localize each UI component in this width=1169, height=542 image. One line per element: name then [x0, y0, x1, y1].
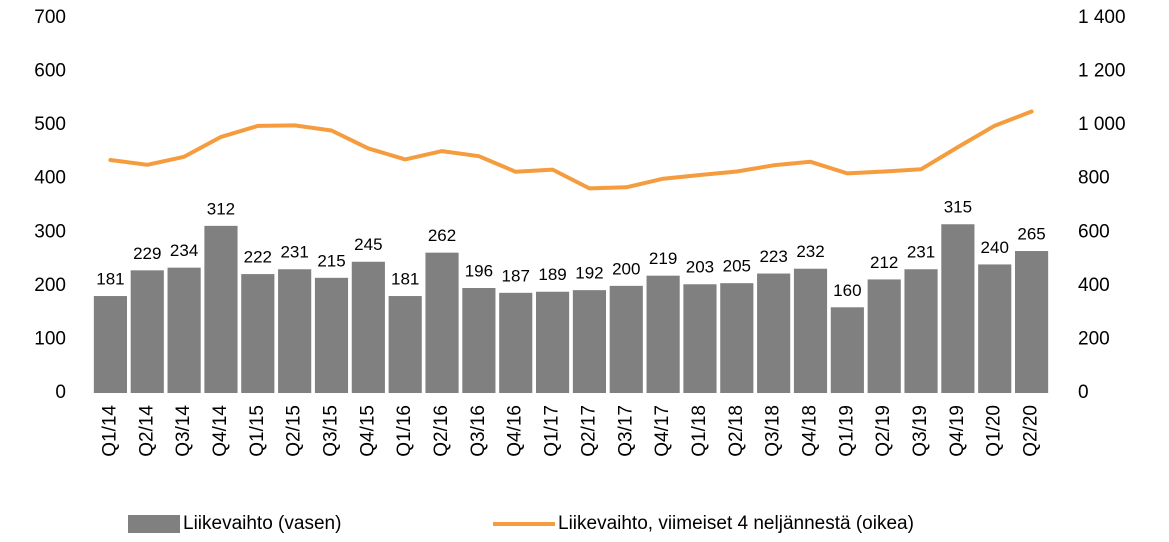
y-tick-label: 200 [34, 275, 66, 296]
x-tick-label: Q4/19 [947, 405, 968, 457]
y-tick-label: 0 [55, 382, 66, 403]
value-label: 205 [723, 257, 751, 276]
bar [93, 296, 128, 393]
x-tick-label: Q4/15 [357, 405, 378, 457]
y2-tick-label: 800 [1078, 168, 1110, 189]
y2-tick-label: 1 400 [1078, 7, 1126, 28]
bar [1014, 251, 1049, 393]
y-tick-label: 400 [34, 168, 66, 189]
y-tick-label: 300 [34, 221, 66, 242]
x-tick-label: Q2/18 [726, 405, 747, 457]
x-tick-label: Q4/18 [800, 405, 821, 457]
x-tick-label: Q1/14 [99, 405, 120, 457]
bar [793, 268, 828, 393]
x-tick-label: Q3/18 [763, 405, 784, 457]
bar [757, 273, 791, 393]
bar [867, 279, 901, 393]
bar [130, 270, 164, 393]
bar [572, 290, 607, 393]
x-tick-label: Q2/15 [284, 405, 305, 457]
x-tick-label: Q2/16 [431, 405, 452, 457]
value-label: 232 [796, 242, 824, 261]
x-tick-label: Q2/14 [136, 405, 157, 457]
bar [388, 296, 422, 393]
bar [535, 291, 570, 393]
y2-tick-label: 1 000 [1078, 114, 1126, 135]
value-label: 231 [907, 243, 935, 262]
value-label: 265 [1017, 225, 1045, 244]
y2-tick-label: 600 [1078, 221, 1110, 242]
x-tick-label: Q3/17 [615, 405, 636, 457]
x-tick-label: Q2/19 [873, 405, 894, 457]
legend-label: Liikevaihto (vasen) [183, 513, 341, 534]
value-label: 189 [538, 265, 566, 284]
x-tick-label: Q4/17 [652, 405, 673, 457]
bar [499, 292, 533, 393]
bar [278, 269, 312, 393]
y2-tick-label: 0 [1078, 382, 1089, 403]
legend-label: Liikevaihto, viimeiset 4 neljännestä (oi… [558, 513, 914, 534]
value-label: 181 [96, 270, 124, 289]
value-label: 187 [502, 266, 530, 285]
value-label: 240 [981, 238, 1009, 257]
value-label: 200 [612, 259, 640, 278]
value-label: 181 [391, 270, 419, 289]
x-tick-label: Q3/19 [910, 405, 931, 457]
bar [314, 277, 349, 393]
y2-tick-label: 1 200 [1078, 61, 1126, 82]
y-tick-label: 500 [34, 114, 66, 135]
bar [904, 269, 938, 393]
value-label: 245 [354, 235, 382, 254]
bar [425, 252, 459, 393]
y-tick-label: 100 [34, 328, 66, 349]
value-label: 222 [244, 248, 272, 267]
bar [204, 225, 238, 393]
value-label: 229 [133, 244, 161, 263]
x-tick-label: Q4/14 [210, 405, 231, 457]
value-label: 312 [207, 199, 235, 218]
x-tick-label: Q3/16 [468, 405, 489, 457]
bar [830, 307, 864, 393]
value-label: 212 [870, 253, 898, 272]
value-label: 196 [465, 261, 493, 280]
x-tick-label: Q1/19 [836, 405, 857, 457]
x-tick-label: Q1/17 [542, 405, 563, 457]
x-tick-label: Q1/16 [394, 405, 415, 457]
y2-tick-label: 200 [1078, 328, 1110, 349]
y-tick-label: 600 [34, 61, 66, 82]
value-label: 203 [686, 258, 714, 277]
line [108, 109, 1034, 191]
x-tick-label: Q3/15 [321, 405, 342, 457]
value-label: 215 [317, 251, 345, 270]
y-tick-label: 700 [34, 7, 66, 28]
bar [941, 224, 975, 393]
bar [241, 274, 275, 393]
value-label: 223 [759, 247, 787, 266]
x-tick-label: Q4/16 [505, 405, 526, 457]
bar [720, 283, 754, 393]
bar [683, 284, 717, 393]
bar [351, 261, 385, 393]
x-tick-label: Q1/15 [247, 405, 268, 457]
bar [609, 285, 643, 393]
value-label: 234 [170, 241, 198, 260]
value-label: 315 [944, 198, 972, 217]
x-tick-label: Q3/14 [173, 405, 194, 457]
y2-tick-label: 400 [1078, 275, 1110, 296]
value-label: 160 [833, 281, 861, 300]
value-label: 231 [280, 243, 308, 262]
x-tick-label: Q1/20 [984, 405, 1005, 457]
x-tick-label: Q2/17 [578, 405, 599, 457]
x-tick-label: Q1/18 [689, 405, 710, 457]
legend-swatch [128, 515, 180, 533]
bar [462, 288, 496, 393]
x-tick-label: Q2/20 [1021, 405, 1042, 457]
bar [646, 275, 680, 393]
bar [167, 267, 201, 393]
value-label: 219 [649, 249, 677, 268]
value-label: 262 [428, 226, 456, 245]
bar [978, 264, 1012, 393]
value-label: 192 [575, 264, 603, 283]
